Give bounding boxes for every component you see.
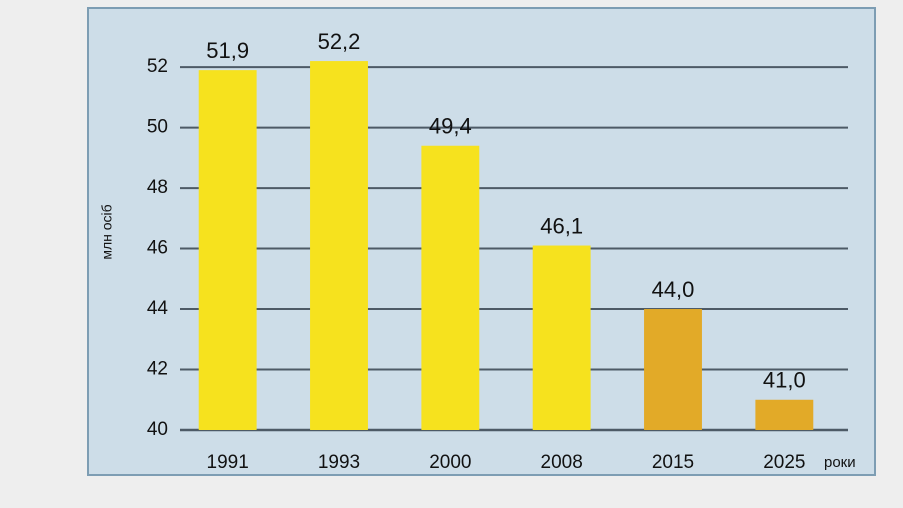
x-tick-label: 1991 <box>207 452 249 473</box>
value-label: 44,0 <box>652 277 695 302</box>
x-tick-label: 2025 <box>763 452 805 473</box>
y-tick-label: 40 <box>147 419 168 440</box>
x-tick-label: 1993 <box>318 452 360 473</box>
x-tick-label: 2000 <box>429 452 471 473</box>
value-label: 41,0 <box>763 368 806 393</box>
bar <box>198 70 257 431</box>
bar <box>532 245 591 430</box>
y-tick-label: 52 <box>147 56 168 77</box>
bar <box>310 61 368 431</box>
value-label: 49,4 <box>429 114 472 139</box>
bar <box>421 145 480 430</box>
x-tick-label: 2015 <box>652 452 694 473</box>
value-label: 46,1 <box>540 213 583 238</box>
y-tick-label: 50 <box>147 117 168 138</box>
y-tick-label: 48 <box>147 177 168 198</box>
y-tick-label: 46 <box>147 238 168 259</box>
y-tick-label: 42 <box>147 359 168 380</box>
value-label: 52,2 <box>318 29 361 54</box>
value-label: 51,9 <box>206 38 249 63</box>
y-axis-label: млн осіб <box>99 204 115 259</box>
bar <box>644 309 702 430</box>
y-tick-label: 44 <box>147 298 169 319</box>
bar <box>755 399 814 430</box>
x-axis-label: роки <box>824 454 856 471</box>
x-tick-label: 2008 <box>541 452 583 473</box>
